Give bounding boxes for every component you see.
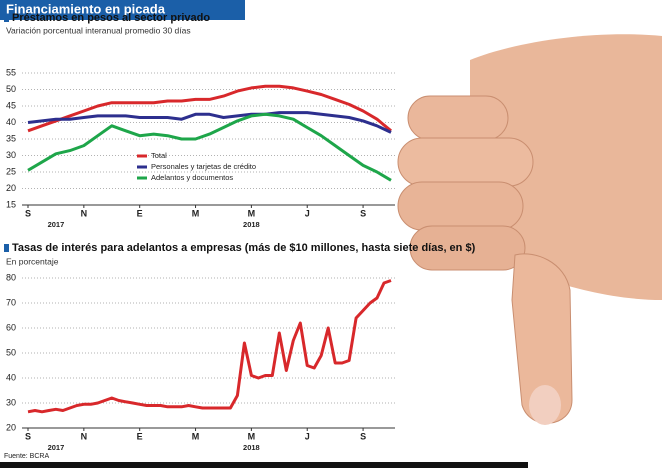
x-tick-label: M xyxy=(248,208,256,218)
legend-label: Adelantos y documentos xyxy=(151,173,233,182)
chart-title: Tasas de interés para adelantos a empres… xyxy=(12,242,476,254)
year-label: 2018 xyxy=(243,443,260,452)
thumb-photo xyxy=(397,34,662,425)
y-tick-label: 20 xyxy=(6,183,16,193)
title-marker xyxy=(4,14,9,22)
footer-bar xyxy=(0,462,528,468)
legend-label: Total xyxy=(151,151,167,160)
y-tick-label: 50 xyxy=(6,347,16,357)
series-line xyxy=(27,111,392,134)
x-tick-label: S xyxy=(25,208,31,218)
y-tick-label: 40 xyxy=(6,372,16,382)
chart-subtitle: En porcentaje xyxy=(6,256,59,266)
y-tick-label: 50 xyxy=(6,84,16,94)
header-title: Financiamiento en picada xyxy=(6,1,166,16)
x-tick-label: J xyxy=(305,208,310,218)
title-marker xyxy=(4,244,9,252)
x-tick-label: N xyxy=(81,431,88,441)
x-tick-label: S xyxy=(25,431,31,441)
x-tick-label: E xyxy=(137,431,143,441)
x-tick-label: M xyxy=(192,431,200,441)
y-tick-label: 70 xyxy=(6,297,16,307)
x-tick-label: M xyxy=(192,208,200,218)
series-line xyxy=(27,84,392,133)
year-label: 2017 xyxy=(48,443,65,452)
y-tick-label: 80 xyxy=(6,272,16,282)
chart-title: Préstamos en pesos al sector privado xyxy=(12,12,210,24)
y-tick-label: 15 xyxy=(6,199,16,209)
y-tick-label: 25 xyxy=(6,166,16,176)
x-tick-label: M xyxy=(248,431,256,441)
header-bar xyxy=(0,0,245,20)
x-tick-label: J xyxy=(305,431,310,441)
y-tick-label: 60 xyxy=(6,322,16,332)
y-tick-label: 35 xyxy=(6,133,16,143)
x-tick-label: S xyxy=(360,431,366,441)
y-tick-label: 55 xyxy=(6,67,16,77)
finger xyxy=(397,137,534,187)
y-tick-label: 40 xyxy=(6,117,16,127)
year-label: 2018 xyxy=(243,220,260,229)
thumb xyxy=(511,253,573,424)
y-tick-label: 45 xyxy=(6,100,16,110)
x-tick-label: N xyxy=(81,208,88,218)
data-line xyxy=(27,279,392,414)
year-label: 2017 xyxy=(48,220,65,229)
x-tick-label: E xyxy=(137,208,143,218)
nail xyxy=(529,385,561,425)
series-line xyxy=(27,112,392,182)
finger xyxy=(407,95,509,141)
finger xyxy=(409,225,526,271)
legend-label: Personales y tarjetas de crédito xyxy=(151,162,256,171)
source: Fuente: BCRA xyxy=(4,453,49,460)
finger xyxy=(397,181,524,231)
x-tick-label: S xyxy=(360,208,366,218)
y-tick-label: 30 xyxy=(6,150,16,160)
y-tick-label: 20 xyxy=(6,422,16,432)
chart-subtitle: Variación porcentual interanual promedio… xyxy=(6,25,191,35)
y-tick-label: 30 xyxy=(6,397,16,407)
